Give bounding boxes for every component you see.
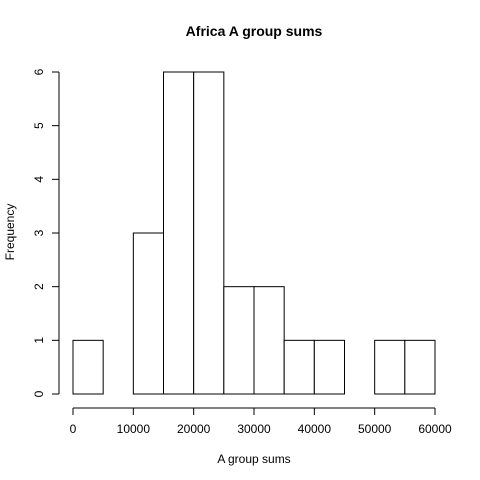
y-tick-label-5: 5 (32, 122, 46, 129)
y-tick-label-1: 1 (32, 337, 46, 344)
histogram-bar-10 (374, 339, 406, 395)
histogram-bar-8 (313, 339, 346, 395)
x-tick-label-1: 10000 (117, 422, 151, 436)
histogram-bar-3 (163, 71, 195, 395)
histogram-bar-11 (404, 339, 436, 395)
x-tick-label-2: 20000 (177, 422, 211, 436)
histogram-bar-5 (223, 286, 255, 395)
chart-title: Africa A group sums (186, 23, 323, 39)
x-tick-label-6: 60000 (418, 422, 452, 436)
x-axis: 0 10000 20000 30000 40000 50000 60000 (70, 407, 452, 436)
x-axis-label: A group sums (217, 452, 290, 466)
y-tick-label-3: 3 (32, 229, 46, 236)
histogram-bar-4 (193, 71, 225, 395)
x-tick-label-5: 50000 (358, 422, 392, 436)
histogram-bar-2 (132, 232, 164, 395)
y-axis-label: Frequency (3, 204, 17, 261)
x-tick-label-3: 30000 (237, 422, 271, 436)
histogram-bar-7 (283, 339, 315, 395)
x-tick-label-0: 0 (70, 422, 77, 436)
x-tick-label-4: 40000 (298, 422, 332, 436)
histogram-bar-0 (72, 339, 104, 395)
histogram-bar-6 (253, 286, 285, 395)
y-axis: 0 1 2 3 4 5 6 (32, 68, 60, 397)
y-tick-label-6: 6 (32, 68, 46, 75)
bars-group (72, 71, 436, 395)
y-tick-label-0: 0 (32, 390, 46, 397)
y-tick-label-4: 4 (32, 176, 46, 183)
y-tick-label-2: 2 (32, 283, 46, 290)
